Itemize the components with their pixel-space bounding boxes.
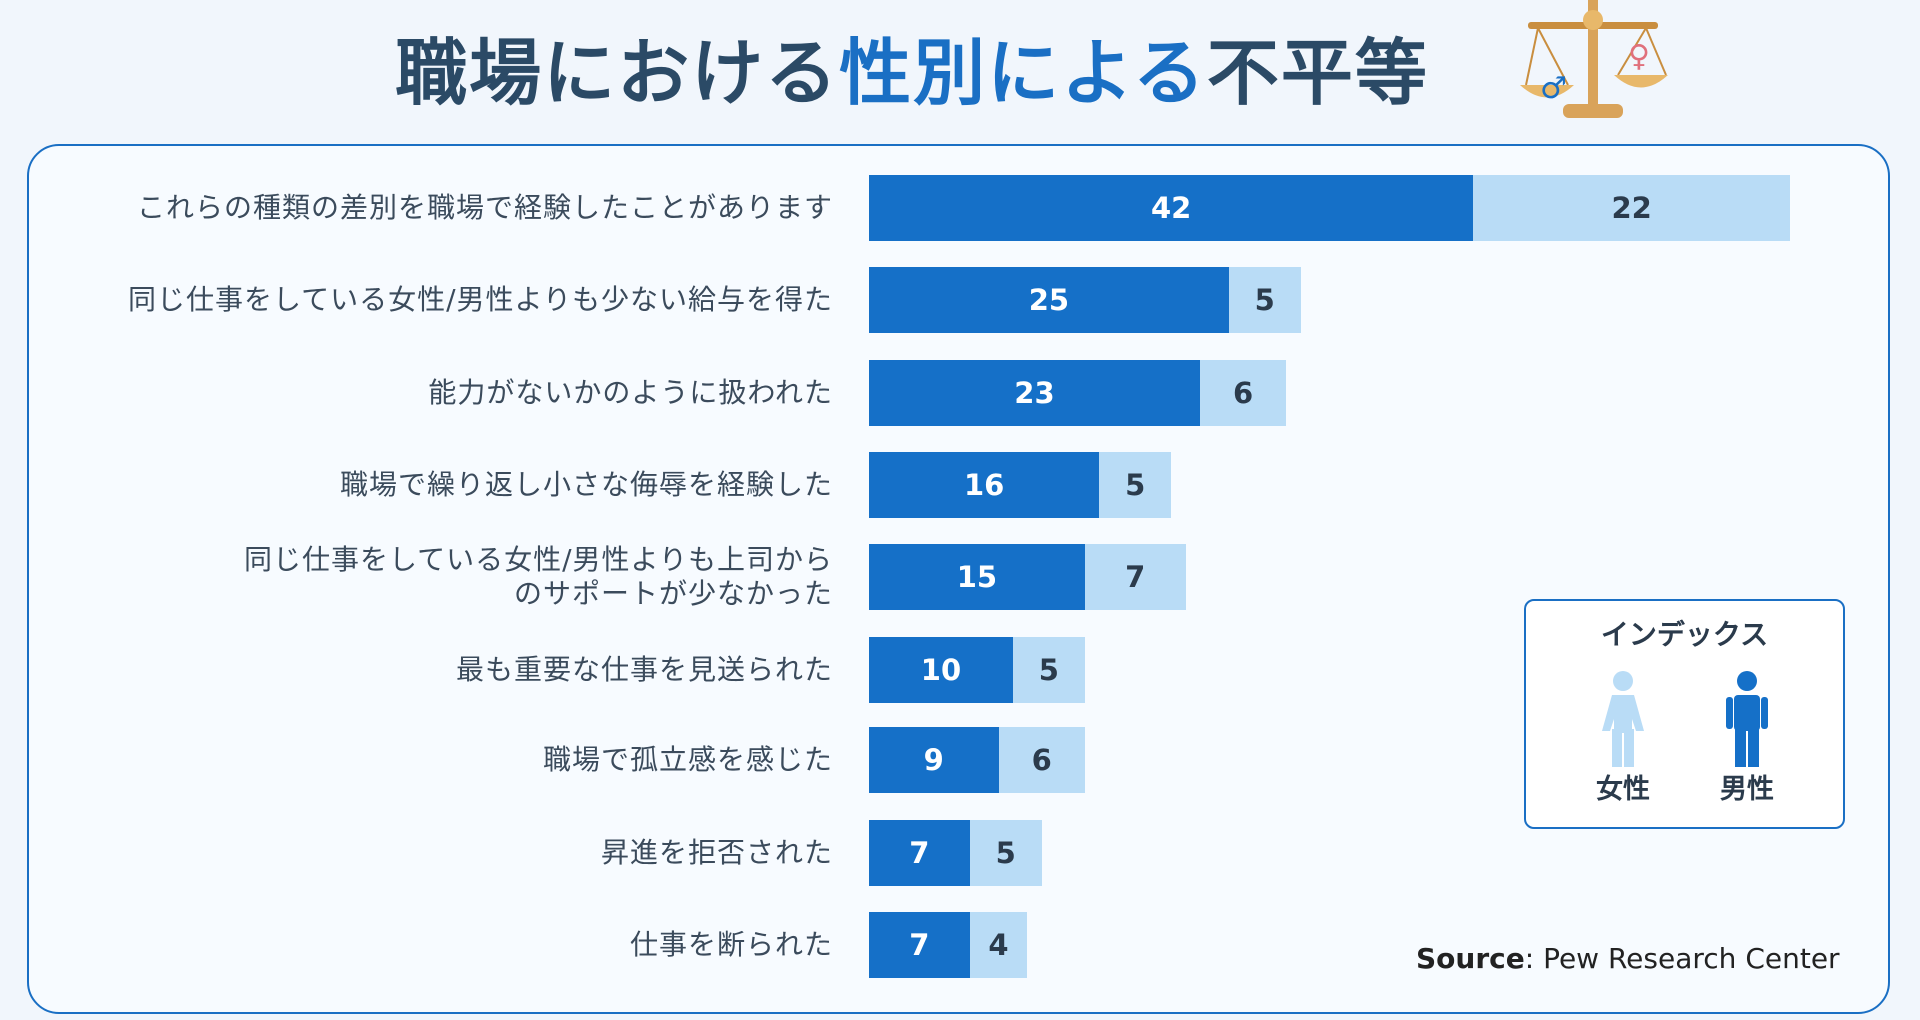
category-label: 仕事を断られた <box>629 928 833 961</box>
value-label: 5 <box>1254 283 1275 317</box>
value-label: 15 <box>956 560 998 594</box>
legend: インデックス 女性 男性 <box>1524 599 1845 829</box>
source: Source: Pew Research Center <box>1416 942 1840 975</box>
source-text: : Pew Research Center <box>1524 942 1840 975</box>
value-label: 5 <box>995 836 1016 870</box>
bar-segment <box>869 175 1474 241</box>
title-part: 職場における <box>395 31 840 115</box>
bar-segment <box>869 452 1100 518</box>
legend-entry: 女性 <box>1596 774 1650 805</box>
bar-segment <box>1473 175 1790 241</box>
value-label: 6 <box>1031 743 1052 777</box>
value-label: 6 <box>1233 376 1254 410</box>
title-part: 不平等 <box>1206 31 1429 115</box>
category-label: 最も重要な仕事を見送られた <box>455 653 833 686</box>
bar-segment <box>998 727 1085 793</box>
value-label: 5 <box>1038 653 1059 687</box>
bar-segment <box>969 912 1028 978</box>
value-label: 42 <box>1151 191 1192 225</box>
category-label: 昇進を拒否された <box>600 836 833 869</box>
category-label: 同じ仕事をしている女性/男性よりも上司から のサポートが少なかった <box>243 543 833 610</box>
category-label: 同じ仕事をしている女性/男性よりも少ない給与を得た <box>127 283 833 316</box>
bar-segment <box>869 637 1013 703</box>
bar-segment <box>869 727 999 793</box>
legend-title: インデックス <box>1600 618 1769 651</box>
value-label: 4 <box>988 928 1009 962</box>
value-label: 22 <box>1611 191 1652 225</box>
category-label: 職場で孤立感を感じた <box>542 743 833 776</box>
bar-segment <box>869 544 1085 610</box>
value-label: 25 <box>1028 283 1070 317</box>
value-label: 7 <box>1125 560 1146 594</box>
value-label: 5 <box>1125 468 1146 502</box>
category-label: 職場で繰り返し小さな侮辱を経験した <box>339 468 833 501</box>
scale-icon: ♂ ♀ <box>1520 0 1668 118</box>
value-label: 23 <box>1014 376 1055 410</box>
bar-segment <box>869 820 970 886</box>
bar-segment <box>1199 360 1287 426</box>
bar-segment <box>869 360 1200 426</box>
value-label: 7 <box>909 836 930 870</box>
value-label: 10 <box>920 653 962 687</box>
bar-segment <box>1084 544 1186 610</box>
source-label: Source <box>1416 942 1525 975</box>
value-label: 9 <box>923 743 944 777</box>
svg-text:♂: ♂ <box>1540 71 1567 106</box>
bar-segment <box>969 820 1042 886</box>
legend-icon-female <box>1602 671 1644 767</box>
legend-entry: 男性 <box>1720 774 1774 805</box>
bar-segment <box>869 267 1229 333</box>
bar-segment <box>1012 637 1085 703</box>
bar-segment <box>1099 452 1172 518</box>
chart-title: 職場における性別による不平等 <box>0 14 1824 119</box>
legend-icon-male <box>1726 671 1768 767</box>
title-part: 性別による <box>839 31 1207 115</box>
category-label: これらの種類の差別を職場で経験したことがあります <box>136 191 833 224</box>
bar-segment <box>869 912 970 978</box>
svg-text:♀: ♀ <box>1628 39 1650 74</box>
value-label: 16 <box>963 468 1005 502</box>
value-label: 7 <box>909 928 930 962</box>
category-label: 能力がないかのように扱われた <box>428 376 833 409</box>
bar-segment <box>1228 267 1301 333</box>
